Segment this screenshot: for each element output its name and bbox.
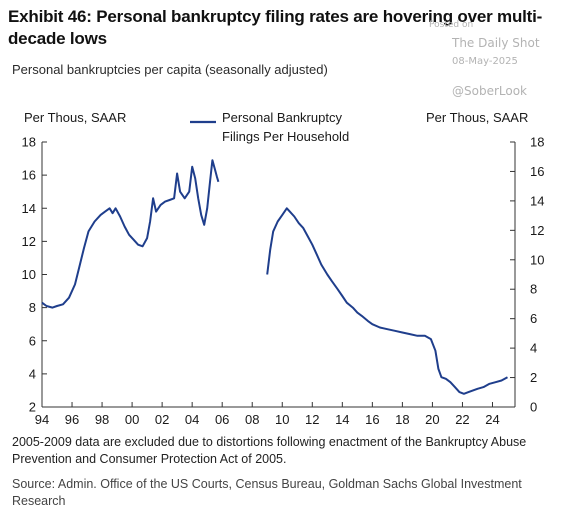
x-tick-label: 08: [245, 412, 259, 427]
y-right-tick-label: 10: [530, 252, 544, 267]
y-right-tick-label: 12: [530, 223, 544, 238]
x-tick-label: 16: [365, 412, 379, 427]
x-tick-label: 98: [95, 412, 109, 427]
y-left-tick-label: 2: [29, 400, 36, 415]
x-tick-label: 00: [125, 412, 139, 427]
source-note: Source: Admin. Office of the US Courts, …: [12, 477, 522, 508]
y-left-tick-label: 8: [29, 300, 36, 315]
chart-title: Exhibit 46: Personal bankruptcy filing r…: [8, 7, 543, 48]
y-right-tick-label: 6: [530, 311, 537, 326]
legend-label-line2: Filings Per Household: [222, 129, 349, 144]
x-tick-label: 22: [455, 412, 469, 427]
y-right-tick-label: 18: [530, 135, 544, 150]
y-left-tick-label: 18: [22, 135, 36, 150]
y-right-tick-label: 2: [530, 370, 537, 385]
watermark-handle: @SoberLook: [452, 84, 527, 98]
y-right-tick-label: 4: [530, 341, 537, 356]
series-layer: [41, 159, 508, 395]
legend-label-line1: Personal Bankruptcy: [222, 110, 342, 125]
legend: Personal Bankruptcy Filings Per Househol…: [190, 110, 349, 144]
x-tick-label: 24: [485, 412, 499, 427]
right-axis-label: Per Thous, SAAR: [426, 110, 528, 125]
series-line-segment-2: [266, 207, 508, 395]
footnote: 2005-2009 data are excluded due to disto…: [12, 435, 527, 466]
y-left-tick-label: 10: [22, 267, 36, 282]
y-right-tick-label: 0: [530, 400, 537, 415]
y-right-tick-label: 16: [530, 164, 544, 179]
x-tick-label: 20: [425, 412, 439, 427]
y-left-tick-label: 16: [22, 168, 36, 183]
y-left-tick-label: 14: [22, 201, 36, 216]
y-right-tick-label: 14: [530, 193, 544, 208]
chart-subtitle: Personal bankruptcies per capita (season…: [12, 62, 328, 77]
x-tick-label: 94: [35, 412, 49, 427]
y-left-tick-label: 4: [29, 366, 36, 381]
x-tick-label: 96: [65, 412, 79, 427]
x-tick-label: 02: [155, 412, 169, 427]
watermark-site: The Daily Shot: [452, 36, 540, 50]
x-tick-label: 10: [275, 412, 289, 427]
y-left-tick-label: 6: [29, 333, 36, 348]
y-left-tick-label: 12: [22, 234, 36, 249]
x-tick-label: 18: [395, 412, 409, 427]
x-tick-label: 14: [335, 412, 349, 427]
watermark-posted: Posted on: [429, 20, 474, 30]
series-line-segment-1: [41, 159, 220, 309]
x-tick-label: 12: [305, 412, 319, 427]
y-right-tick-label: 8: [530, 282, 537, 297]
left-axis-label: Per Thous, SAAR: [24, 110, 126, 125]
line-chart: Per Thous, SAAR Per Thous, SAAR Personal…: [22, 110, 545, 428]
watermark-date: 08-May-2025: [452, 56, 518, 67]
x-tick-label: 04: [185, 412, 199, 427]
x-tick-label: 06: [215, 412, 229, 427]
